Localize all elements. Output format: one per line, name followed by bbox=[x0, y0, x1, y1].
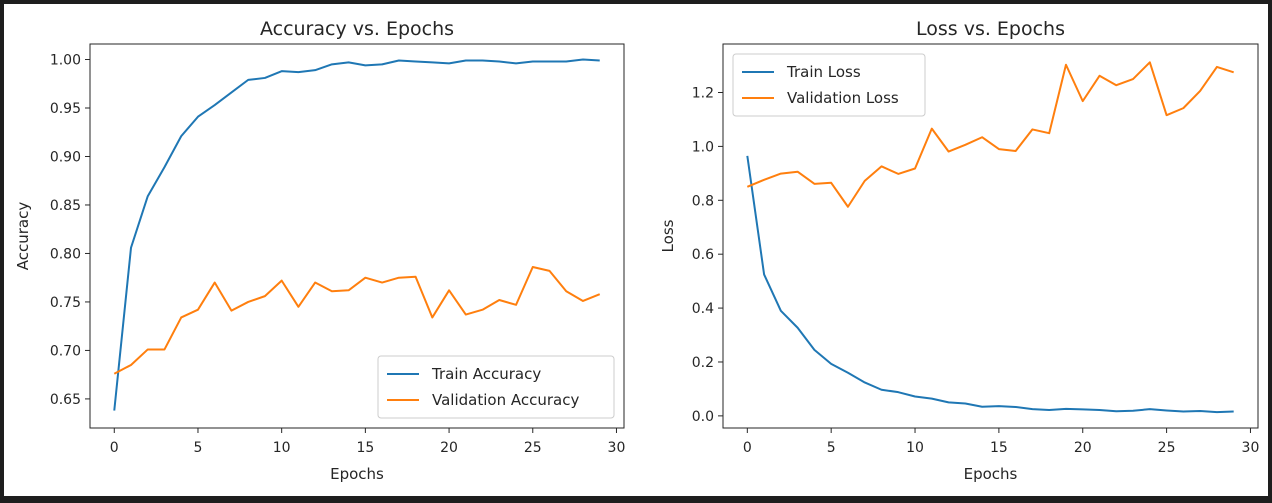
loss-y-tick-label: 0.2 bbox=[692, 355, 714, 371]
validation-accuracy-legend-label: Validation Accuracy bbox=[432, 391, 579, 409]
validation-loss-line bbox=[746, 61, 1234, 208]
accuracy-x-tick-label: 15 bbox=[356, 440, 374, 456]
validation-accuracy-line bbox=[113, 266, 601, 375]
figure: Accuracy vs. Epochs Epochs Accuracy 0 5 10 15 2… bbox=[4, 4, 1268, 496]
accuracy-y-tick-label: 0.85 bbox=[50, 198, 81, 214]
accuracy-legend: Train Accuracy Validation Accuracy bbox=[377, 355, 615, 419]
accuracy-x-axis-label: Epochs bbox=[330, 465, 384, 483]
accuracy-legend-box bbox=[377, 355, 615, 419]
loss-chart-title: Loss vs. Epochs bbox=[916, 18, 1065, 40]
loss-x-tick-label: 0 bbox=[743, 440, 752, 456]
accuracy-axes-frame bbox=[89, 43, 625, 429]
loss-legend-box bbox=[732, 53, 926, 117]
loss-x-tick-label: 20 bbox=[1074, 440, 1092, 456]
accuracy-y-tick-label: 0.65 bbox=[50, 392, 81, 408]
accuracy-chart-title: Accuracy vs. Epochs bbox=[260, 18, 454, 40]
loss-y-tick-label: 0.0 bbox=[692, 409, 714, 425]
accuracy-chart: Accuracy vs. Epochs Epochs Accuracy 0 5 10 15 2… bbox=[14, 18, 625, 483]
loss-x-tick-label: 25 bbox=[1158, 440, 1176, 456]
loss-legend: Train Loss Validation Loss bbox=[732, 53, 926, 117]
train-loss-line bbox=[746, 155, 1234, 414]
loss-y-tick-label: 0.8 bbox=[692, 193, 714, 209]
accuracy-x-tick-label: 10 bbox=[273, 440, 291, 456]
accuracy-y-tick-label: 0.70 bbox=[50, 343, 81, 359]
loss-y-tick-label: 0.6 bbox=[692, 247, 714, 263]
loss-chart: Loss vs. Epochs Epochs Loss 0 5 10 15 20 25 30 0.0… bbox=[659, 18, 1259, 483]
loss-y-tick-label: 1.2 bbox=[692, 86, 714, 102]
accuracy-x-tick-label: 25 bbox=[524, 440, 542, 456]
loss-y-tick-label: 1.0 bbox=[692, 139, 714, 155]
train-accuracy-line bbox=[113, 58, 600, 411]
charts-svg: Accuracy vs. Epochs Epochs Accuracy 0 5 10 15 2… bbox=[14, 18, 1259, 483]
accuracy-y-tick-label: 0.95 bbox=[50, 101, 81, 117]
accuracy-y-axis-label: Accuracy bbox=[14, 202, 32, 271]
loss-x-axis-label: Epochs bbox=[964, 465, 1018, 483]
loss-axes-frame bbox=[722, 43, 1259, 429]
accuracy-x-tick-label: 0 bbox=[110, 440, 119, 456]
accuracy-x-tick-label: 20 bbox=[440, 440, 458, 456]
accuracy-y-tick-label: 0.90 bbox=[50, 149, 81, 165]
accuracy-y-tick-label: 0.75 bbox=[50, 295, 81, 311]
train-accuracy-legend-label: Train Accuracy bbox=[431, 365, 541, 383]
accuracy-x-tick-label: 5 bbox=[194, 440, 203, 456]
loss-x-tick-label: 5 bbox=[827, 440, 836, 456]
loss-x-tick-label: 30 bbox=[1242, 440, 1260, 456]
validation-loss-legend-label: Validation Loss bbox=[787, 89, 899, 107]
loss-y-tick-label: 0.4 bbox=[692, 301, 714, 317]
loss-y-axis-label: Loss bbox=[659, 219, 677, 252]
train-loss-legend-label: Train Loss bbox=[786, 63, 861, 81]
accuracy-x-tick-label: 30 bbox=[608, 440, 626, 456]
accuracy-y-tick-label: 0.80 bbox=[50, 246, 81, 262]
loss-x-tick-label: 10 bbox=[906, 440, 924, 456]
loss-x-tick-label: 15 bbox=[990, 440, 1008, 456]
accuracy-y-tick-label: 1.00 bbox=[50, 53, 81, 69]
